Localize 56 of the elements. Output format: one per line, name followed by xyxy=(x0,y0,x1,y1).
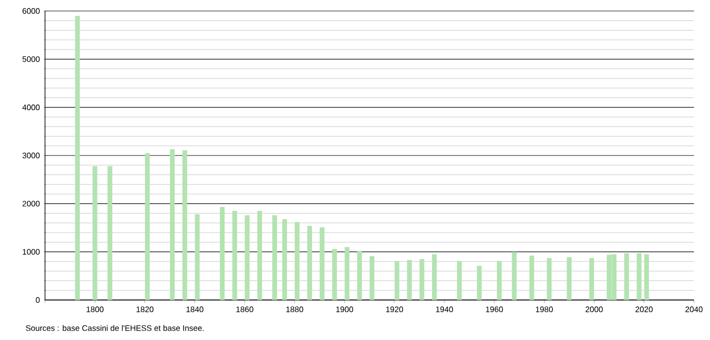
bar xyxy=(307,226,312,300)
bar xyxy=(75,16,80,300)
x-tick-label: 1800 xyxy=(86,306,104,312)
bar xyxy=(294,222,300,300)
bar xyxy=(566,257,572,300)
bar xyxy=(546,258,552,300)
y-tick-label: 3000 xyxy=(22,152,40,158)
bar xyxy=(257,210,262,300)
bar xyxy=(529,256,534,300)
y-tick-label: 2000 xyxy=(22,200,40,206)
bar xyxy=(370,256,374,300)
bar xyxy=(232,210,238,300)
bar xyxy=(108,166,112,300)
x-tick-label: 1860 xyxy=(236,306,254,312)
bar xyxy=(282,219,288,300)
bar xyxy=(244,215,250,300)
x-tick-label: 1880 xyxy=(286,306,304,312)
y-tick-label: 4000 xyxy=(22,104,40,110)
bar xyxy=(407,260,412,300)
bar xyxy=(357,250,362,300)
bar xyxy=(332,248,337,300)
bar xyxy=(394,260,400,300)
bar xyxy=(624,253,629,300)
x-tick-label: 1920 xyxy=(386,306,404,312)
source-note: Sources : base Cassini de l'EHESS et base Insee. xyxy=(26,325,204,331)
x-tick-label: 1900 xyxy=(336,306,354,312)
x-tick-label: 1820 xyxy=(136,306,154,312)
bar xyxy=(496,260,502,300)
bar xyxy=(589,258,594,300)
bar xyxy=(512,252,517,300)
x-tick-label: 2020 xyxy=(636,306,653,312)
bar xyxy=(194,214,200,300)
bar xyxy=(144,153,150,300)
bar xyxy=(182,150,188,300)
x-tick-label: 1980 xyxy=(536,306,553,312)
bar xyxy=(420,259,424,300)
y-tick-label: 0 xyxy=(36,297,40,303)
x-tick-label: 1960 xyxy=(486,306,503,312)
y-tick-label: 1000 xyxy=(22,248,40,255)
bar xyxy=(272,215,278,300)
bar xyxy=(320,227,324,300)
y-tick-label: 5000 xyxy=(22,56,40,62)
bar xyxy=(432,254,437,300)
x-tick-label: 2040 xyxy=(686,306,703,312)
bar xyxy=(476,266,482,300)
bar xyxy=(92,166,98,300)
bar xyxy=(170,149,175,300)
bar xyxy=(636,253,642,300)
bar xyxy=(456,260,462,300)
bar xyxy=(344,247,350,300)
bar xyxy=(220,207,225,300)
bar xyxy=(644,254,649,300)
x-tick-label: 2000 xyxy=(586,306,603,312)
y-tick-label: 6000 xyxy=(22,8,40,14)
x-tick-label: 1940 xyxy=(436,306,453,312)
x-tick-label: 1840 xyxy=(186,306,204,312)
